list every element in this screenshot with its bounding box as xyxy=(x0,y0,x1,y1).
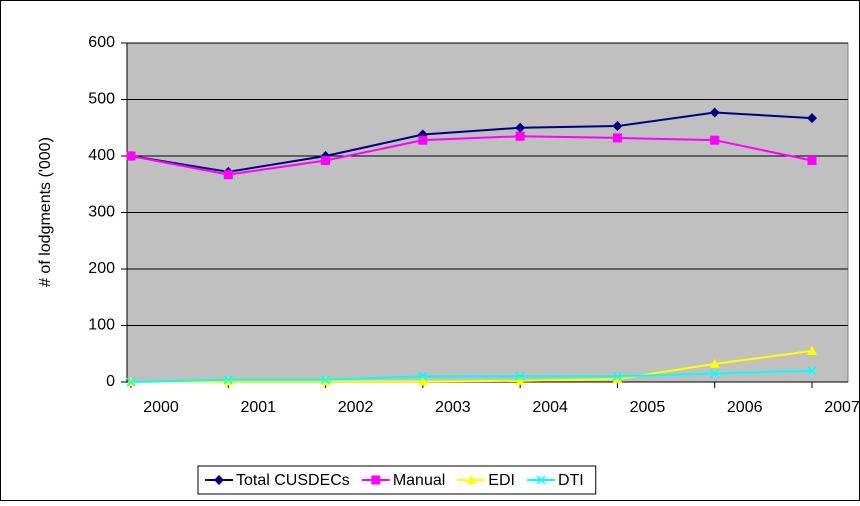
marker xyxy=(709,107,720,118)
x-tick-label: 2004 xyxy=(532,399,568,416)
marker xyxy=(515,375,526,385)
marker xyxy=(807,156,817,166)
x-tick-label: 2005 xyxy=(630,399,666,416)
legend-label: Total CUSDECs xyxy=(236,472,350,489)
marker xyxy=(223,375,233,385)
y-axis-label: # of lodgments ('000) xyxy=(37,137,54,287)
x-tick-label: 2001 xyxy=(240,399,276,416)
y-tick-label: 200 xyxy=(88,260,115,277)
marker xyxy=(515,371,525,381)
marker xyxy=(418,135,428,145)
y-tick-label: 300 xyxy=(88,204,115,221)
marker xyxy=(612,374,623,384)
marker xyxy=(807,366,817,376)
y-tick-label: 0 xyxy=(106,373,115,390)
y-tick-label: 600 xyxy=(88,34,115,51)
marker xyxy=(709,358,720,368)
y-tick-label: 500 xyxy=(88,91,115,108)
series-line xyxy=(130,349,813,383)
legend-label: Manual xyxy=(393,472,445,489)
x-tick-label: 2006 xyxy=(727,399,763,416)
marker xyxy=(612,121,623,132)
series-line xyxy=(130,369,813,383)
marker xyxy=(807,113,817,124)
marker xyxy=(612,133,622,143)
y-tick-label: 100 xyxy=(88,317,115,334)
marker xyxy=(710,135,720,145)
marker xyxy=(536,475,546,485)
x-tick-label: 2000 xyxy=(143,399,179,416)
legend-label: EDI xyxy=(488,472,515,489)
y-tick-label: 400 xyxy=(88,147,115,164)
x-tick-label: 2003 xyxy=(435,399,471,416)
series-line xyxy=(130,111,813,173)
marker xyxy=(612,371,622,381)
legend-label: DTI xyxy=(558,472,584,489)
marker xyxy=(515,122,526,133)
series-line xyxy=(130,135,813,176)
marker xyxy=(214,475,224,485)
marker xyxy=(321,375,331,385)
marker xyxy=(126,377,136,387)
marker xyxy=(126,151,136,161)
legend: Total CUSDECs Manual EDI DTI xyxy=(197,465,597,495)
marker xyxy=(515,131,525,141)
marker xyxy=(321,156,331,166)
marker xyxy=(807,345,817,355)
marker xyxy=(417,376,428,386)
marker xyxy=(710,368,720,379)
marker xyxy=(466,475,477,484)
marker xyxy=(371,475,381,485)
x-tick-label: 2007 xyxy=(824,399,860,416)
marker xyxy=(223,170,233,180)
x-tick-label: 2002 xyxy=(338,399,374,416)
marker xyxy=(418,371,428,381)
